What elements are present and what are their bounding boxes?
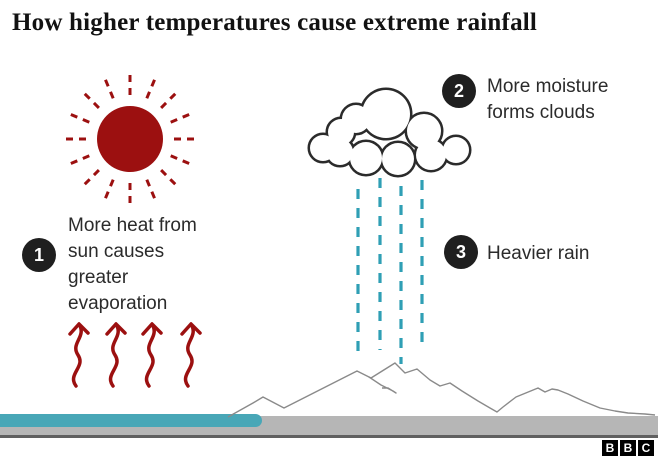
mountains-icon [227,362,656,418]
bbc-logo: B B C [602,440,654,456]
rain-dashes-icon [356,178,424,364]
ground-edge-line [0,435,658,438]
step-1-label: More heat from sun causes greater evapor… [68,215,197,314]
step-3-label: Heavier rain [487,243,590,264]
bbc-logo-block: C [638,440,654,456]
bbc-logo-block: B [620,440,636,456]
water-strip [0,414,262,427]
step-2-label: More moisture forms clouds [487,76,609,123]
cloud-icon [307,87,472,178]
bbc-logo-block: B [602,440,618,456]
sun-icon [64,73,196,205]
evaporation-arrows-icon [68,322,202,388]
step-2-badge: 2 [442,74,476,108]
step-3-badge: 3 [444,235,478,269]
step-1-badge: 1 [22,238,56,272]
page-title: How higher temperatures cause extreme ra… [12,9,538,36]
